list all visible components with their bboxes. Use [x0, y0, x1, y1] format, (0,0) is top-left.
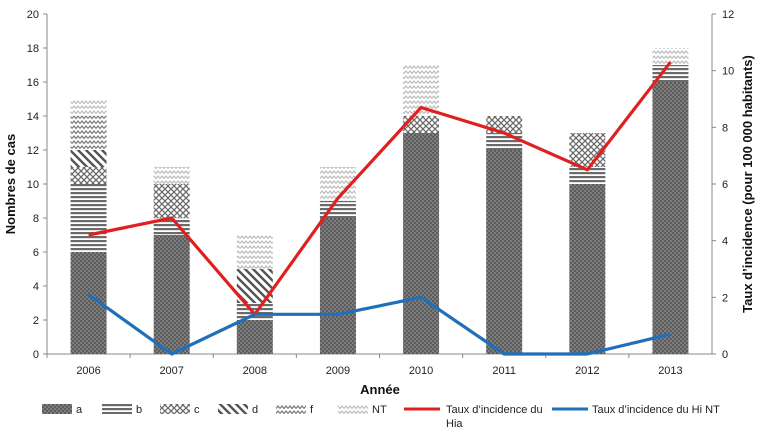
bar-nt-2006 [70, 99, 107, 116]
x-tick-label: 2006 [76, 365, 100, 377]
right-axis-ticks: 0 2 4 6 8 10 12 [712, 9, 734, 361]
bar-c-2006 [70, 167, 107, 184]
legend-swatch-c [160, 404, 190, 414]
legend: a b c d f NT Taux d’incidence du Hia Tau… [42, 404, 720, 430]
legend-swatch-f [276, 404, 306, 414]
bar-a-2008 [236, 320, 273, 354]
legend-swatch-nt [338, 404, 368, 414]
x-tick-label: 2009 [326, 365, 350, 377]
bar-b-2009 [319, 201, 356, 218]
y-tick-label: 0 [33, 349, 39, 361]
bar-a-2011 [486, 150, 523, 354]
y2-tick-label: 6 [722, 179, 728, 191]
legend-swatch-a [42, 404, 72, 414]
x-tick-label: 2010 [409, 365, 433, 377]
y2-tick-label: 10 [722, 66, 734, 78]
y-tick-label: 8 [33, 213, 39, 225]
x-tick-label: 2013 [658, 365, 682, 377]
legend-label-f: f [310, 404, 314, 416]
bar-a-2007 [153, 235, 190, 354]
y2-tick-label: 0 [722, 349, 728, 361]
bar-a-2010 [403, 133, 440, 354]
line-incidence-hia [88, 61, 672, 316]
y-tick-label: 6 [33, 247, 39, 259]
bar-nt-2013 [652, 48, 689, 65]
y2-tick-label: 8 [722, 122, 728, 134]
bar-a-2012 [569, 184, 606, 354]
legend-label-b: b [136, 404, 142, 416]
y-tick-label: 16 [27, 77, 39, 89]
y-tick-label: 12 [27, 145, 39, 157]
x-tick-label: 2008 [243, 365, 267, 377]
legend-label-d: d [252, 404, 258, 416]
x-tick-label: 2012 [575, 365, 599, 377]
bar-b-2008 [236, 303, 273, 320]
incidence-lines [87, 61, 672, 356]
y2-tick-label: 12 [722, 9, 734, 21]
x-axis-title: Année [360, 382, 400, 397]
y-tick-label: 14 [27, 111, 39, 123]
bar-b-2012 [569, 167, 606, 184]
bar-f-2006 [70, 116, 107, 150]
bar-b-2011 [486, 133, 523, 150]
y-axis-title: Nombres de cas [3, 134, 18, 234]
legend-label-a: a [76, 404, 83, 416]
legend-label-hia-2: Hia [446, 418, 463, 430]
legend-swatch-b [102, 404, 132, 414]
x-tick-label: 2011 [492, 365, 516, 377]
y2-tick-label: 4 [722, 236, 728, 248]
bar-c-2007 [153, 184, 190, 218]
bar-b-2013 [652, 65, 689, 82]
bar-nt-2007 [153, 167, 190, 184]
line-incidence-hint [87, 293, 671, 356]
y-tick-label: 10 [27, 179, 39, 191]
bar-nt-2008 [236, 235, 273, 269]
legend-label-nt: NT [372, 404, 387, 416]
legend-label-hint: Taux d’incidence du Hi NT [592, 404, 720, 416]
stacked-bars [70, 48, 689, 354]
legend-swatch-d [218, 404, 248, 414]
x-tick-label: 2007 [159, 365, 183, 377]
y-tick-label: 2 [33, 315, 39, 327]
bar-c-2012 [569, 133, 606, 167]
y2-axis-title: Taux d’incidence (pour 100 000 habitants… [740, 55, 755, 313]
bar-c-2010 [403, 116, 440, 133]
y-tick-label: 20 [27, 9, 39, 21]
bar-a-2013 [652, 82, 689, 354]
y-tick-label: 18 [27, 43, 39, 55]
y2-tick-label: 2 [722, 292, 728, 304]
bar-a-2009 [319, 218, 356, 354]
bar-d-2006 [70, 150, 107, 167]
left-axis-ticks: 0 2 4 6 8 10 12 14 16 18 20 [27, 9, 47, 361]
legend-label-c: c [194, 404, 200, 416]
bar-b-2006 [70, 184, 107, 252]
legend-label-hia-1: Taux d’incidence du [446, 404, 543, 416]
x-axis-ticks: 2006 2007 2008 2009 2010 2011 2012 2013 [46, 354, 683, 377]
y-tick-label: 4 [33, 281, 39, 293]
